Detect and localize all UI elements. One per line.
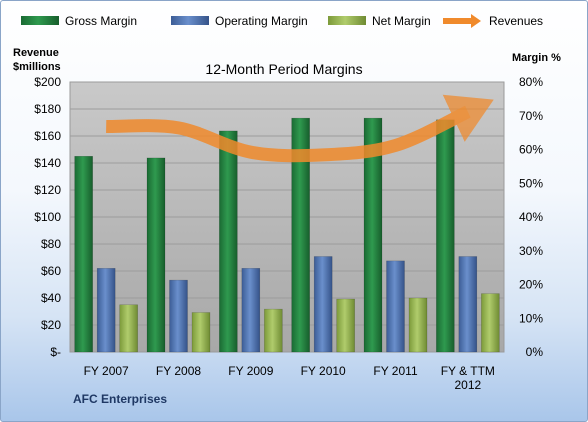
legend-label: Gross Margin [65, 14, 137, 28]
gross-margin-bar [436, 119, 455, 353]
left-axis-title-line-2: $millions [13, 61, 61, 73]
revenue-line [106, 94, 494, 163]
chart-title: 12-Month Period Margins [205, 61, 362, 77]
left-tick-label: $40 [41, 291, 61, 305]
legend-swatch [328, 16, 366, 25]
x-tick-label: FY 2010 [301, 364, 346, 378]
right-tick-label: 0% [526, 345, 544, 359]
net-margin-bar [119, 304, 138, 353]
x-tick-label: FY 2011 [373, 364, 418, 378]
left-tick-label: $- [50, 345, 61, 359]
legend-swatch [171, 16, 209, 25]
net-margin-bar [408, 297, 428, 353]
left-axis-title: Revenue $millions [13, 47, 62, 73]
left-tick-label: $20 [41, 318, 61, 332]
x-axis: FY 2007 FY 2008 FY 2009 FY 2010 FY 2011 FY & … [84, 364, 495, 392]
right-tick-label: 30% [519, 244, 543, 258]
legend: Gross Margin Operating Margin Net Margin Re… [21, 14, 543, 28]
operating-margin-bar [96, 268, 116, 353]
net-margin-bar [481, 293, 500, 353]
operating-margin-bar [458, 256, 478, 353]
legend-arrow-icon [471, 14, 481, 28]
right-tick-label: 20% [519, 278, 543, 292]
right-tick-label: 60% [519, 143, 543, 157]
legend-label-revenues: Revenues [489, 14, 543, 28]
operating-margin-bar [169, 279, 188, 353]
right-tick-label: 50% [519, 176, 543, 190]
right-axis-title: Margin % [512, 52, 561, 64]
operating-margin-bar [241, 268, 261, 353]
gross-margin-bar [363, 117, 383, 353]
left-tick-label: $100 [34, 210, 61, 224]
legend-label: Operating Margin [215, 14, 308, 28]
right-tick-label: 10% [519, 311, 543, 325]
x-tick-label: FY 2009 [228, 364, 273, 378]
gross-margin-bar [146, 157, 166, 353]
left-tick-label: $120 [34, 183, 61, 197]
operating-margin-bar [313, 256, 333, 353]
left-axis-title-line-1: Revenue [13, 47, 59, 59]
x-tick-label: FY & TTM [441, 364, 495, 378]
net-margin-bar [336, 298, 355, 353]
left-tick-label: $140 [34, 156, 61, 170]
net-margin-bar [191, 312, 211, 353]
legend-swatch [21, 16, 59, 25]
right-tick-label: 80% [519, 75, 543, 89]
net-margin-bar [264, 308, 283, 353]
right-tick-label: 70% [519, 109, 543, 123]
left-tick-label: $80 [41, 237, 61, 251]
operating-margin-bar [386, 260, 405, 353]
x-tick-label: FY 2008 [156, 364, 201, 378]
legend-label: Net Margin [372, 14, 431, 28]
revenue-line-layer [106, 94, 494, 163]
company-name: AFC Enterprises [73, 392, 167, 406]
x-tick-label: FY 2007 [84, 364, 129, 378]
gridlines [70, 108, 504, 326]
gross-margin-bar [74, 156, 93, 353]
bars [74, 117, 500, 353]
left-tick-label: $200 [34, 75, 61, 89]
left-tick-label: $160 [34, 129, 61, 143]
right-axis: 80% 70% 60% 50% 40% 30% 20% 10% 0% [519, 75, 543, 359]
gross-margin-bar [219, 130, 238, 353]
right-tick-label: 40% [519, 210, 543, 224]
left-axis: $200 $180 $160 $140 $120 $100 $80 $60 $40 $20 $- [34, 75, 61, 359]
left-tick-label: $180 [34, 102, 61, 116]
left-tick-label: $60 [41, 264, 61, 278]
x-tick-label: 2012 [454, 378, 481, 392]
gross-margin-bar [291, 117, 310, 353]
